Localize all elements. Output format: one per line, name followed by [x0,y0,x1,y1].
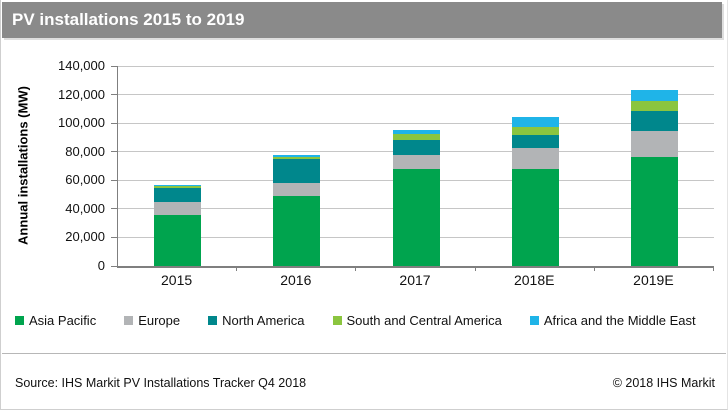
legend-label: Europe [138,313,181,328]
bar-segment-africa-and-the-middle-east-2016 [273,154,321,157]
legend: Asia Pacific Europe North America South and… [15,313,717,328]
bar-segment-europe-2019E [630,131,678,158]
legend-swatch [529,316,539,325]
bar-segment-europe-2017 [392,154,440,169]
stacked-bar-2017 [392,130,440,266]
x-axis-tick [593,266,595,271]
y-tick-label: 60,000 [65,172,105,188]
y-axis-tick [111,151,118,153]
bar-segment-asia-pacific-2018E [511,168,559,266]
bar-segment-north-america-2018E [511,135,559,149]
y-axis-tick [111,265,118,267]
y-axis-title: Annual installations (MW) [15,86,31,245]
chart-header: PV installations 2015 to 2019 [2,2,722,38]
stacked-bar-2016 [273,154,321,266]
bar-segment-south-and-central-america-2018E [511,127,559,136]
footer: Source: IHS Markit PV Installations Trac… [15,376,715,390]
y-axis-tick [111,179,118,181]
x-label-2016: 2016 [280,272,312,288]
gridline [118,122,714,124]
source-note: Source: IHS Markit PV Installations Trac… [15,376,307,390]
legend-item-south-and-central-america: South and Central America [332,313,502,328]
y-axis-tick [111,236,118,238]
y-tick-label: 80,000 [65,143,105,159]
legend-swatch [208,316,218,325]
bar-segment-asia-pacific-2016 [273,196,321,266]
bar-segment-asia-pacific-2019E [630,157,678,266]
y-tick-label: 140,000 [58,58,105,73]
footer-divider [2,353,726,354]
legend-label: North America [222,313,305,328]
y-axis-tick [111,94,118,96]
bar-segment-south-and-central-america-2019E [630,101,678,112]
copyright-note: © 2018 IHS Markit [612,376,715,390]
gridline [118,94,714,96]
stacked-bar-2019E [630,90,678,266]
bar-segment-africa-and-the-middle-east-2015 [154,185,202,187]
bar-segment-africa-and-the-middle-east-2018E [511,116,559,128]
stacked-bar-2015 [154,185,202,266]
y-axis-tick [111,65,118,67]
x-axis-tick [355,266,357,271]
plot-area [111,65,714,271]
legend-item-asia-pacific: Asia Pacific [15,313,96,328]
category-cell-2018E [476,66,595,266]
gridline [118,65,714,67]
legend-label: Asia Pacific [29,313,97,328]
legend-label: South and Central America [346,313,502,328]
bar-segment-europe-2018E [511,148,559,169]
legend-item-europe: Europe [124,313,180,328]
legend-item-africa-and-the-middle-east: Africa and the Middle East [529,313,696,328]
bar-segment-africa-and-the-middle-east-2017 [392,130,440,134]
y-axis-tick [111,122,118,124]
category-cell-2017 [356,66,475,266]
bar-segment-south-and-central-america-2015 [154,186,202,189]
bar-segment-north-america-2016 [273,158,321,184]
legend-swatch [15,316,24,325]
bar-segment-europe-2016 [273,183,321,196]
bars-container [118,66,714,266]
category-cell-2016 [237,66,356,266]
y-tick-label: 0 [97,258,105,273]
y-axis-tick [111,208,118,210]
y-tick-label: 100,000 [58,115,105,131]
x-axis-tick [713,266,714,271]
x-label-2019E: 2019E [633,272,674,288]
bar-segment-asia-pacific-2015 [154,215,202,266]
x-label-2017: 2017 [399,272,431,288]
bar-segment-north-america-2017 [392,140,440,155]
x-axis-tick [474,266,476,271]
bar-segment-europe-2015 [154,202,202,216]
x-axis-labels: 2015 2016 2017 2018E 2019E [117,272,713,288]
bar-segment-north-america-2019E [630,111,678,132]
category-cell-2015 [118,66,237,266]
bar-segment-north-america-2015 [154,188,202,203]
y-tick-label: 120,000 [58,86,105,102]
legend-item-north-america: North America [208,313,305,328]
y-tick-label: 40,000 [65,200,105,216]
bar-segment-south-and-central-america-2016 [273,156,321,159]
x-axis-tick [236,266,238,271]
legend-swatch [124,316,134,325]
stacked-bar-2018E [511,116,559,266]
bar-segment-asia-pacific-2017 [392,168,440,266]
bar-segment-south-and-central-america-2017 [392,133,440,141]
category-cell-2019E [595,66,714,266]
legend-swatch [332,316,342,325]
y-axis-tick-labels: 140,000 120,000 100,000 80,000 60,000 40,000 2… [41,59,105,273]
y-tick-label: 20,000 [65,229,105,245]
legend-label: Africa and the Middle East [543,313,696,328]
x-label-2018E: 2018E [513,272,555,288]
x-label-2015: 2015 [161,272,193,288]
chart-title: PV installations 2015 to 2019 [12,10,245,29]
bar-segment-africa-and-the-middle-east-2019E [630,90,678,102]
